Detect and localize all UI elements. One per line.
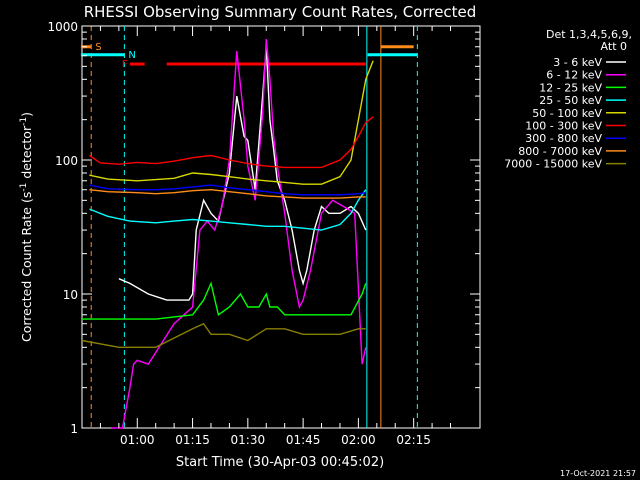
y-axis-label-mid: detector bbox=[19, 125, 34, 183]
plot-area-frame bbox=[81, 25, 481, 429]
x-axis-label: Start Time (30-Apr-03 00:45:02) bbox=[176, 455, 384, 470]
legend-entry-label: 3 - 6 keV bbox=[553, 56, 602, 69]
x-tick-label: 01:15 bbox=[175, 433, 210, 447]
legend-header-line-1: Det 1,3,4,5,6,9, bbox=[546, 28, 632, 41]
series-line bbox=[89, 188, 366, 199]
series-line bbox=[81, 322, 366, 348]
legend-entry-label: 25 - 50 keV bbox=[539, 94, 602, 107]
state-bar-label: F bbox=[122, 59, 128, 70]
legend-entry-label: 100 - 300 keV bbox=[525, 120, 602, 133]
series-line bbox=[111, 38, 367, 429]
y-axis-label: Corrected Count Rate (s-1 detector-1) bbox=[19, 112, 34, 342]
legend-entry-label: 7000 - 15000 keV bbox=[504, 158, 602, 171]
footer-timestamp: 17-Oct-2021 21:57 bbox=[560, 469, 636, 478]
legend-entry-label: 50 - 100 keV bbox=[532, 107, 602, 120]
x-axis-ticks: 01:00 01:15 01:30 01:45 02:00 02:15 bbox=[99, 26, 452, 447]
state-bar-label: N bbox=[128, 50, 135, 61]
series-line bbox=[89, 189, 367, 231]
series-line bbox=[89, 184, 366, 196]
state-bar-label: S bbox=[95, 42, 101, 53]
series-lines bbox=[81, 38, 374, 429]
legend-entry-label: 6 - 12 keV bbox=[546, 69, 602, 82]
x-tick-label: 01:00 bbox=[120, 433, 155, 447]
y-tick-label: 10 bbox=[63, 288, 78, 302]
x-tick-label: 01:45 bbox=[286, 433, 321, 447]
y-axis-label-sup-1: -1 bbox=[19, 183, 29, 192]
series-line bbox=[82, 281, 367, 320]
dashed-vertical-markers bbox=[90, 26, 418, 428]
y-tick-label: 1 bbox=[70, 422, 78, 436]
y-tick-label: 1000 bbox=[47, 20, 78, 34]
legend-header-line-2: Att 0 bbox=[601, 40, 627, 53]
chart-title: RHESSI Observing Summary Count Rates, Co… bbox=[84, 3, 477, 21]
series-line bbox=[118, 46, 367, 301]
series-line bbox=[89, 60, 374, 185]
x-tick-label: 02:00 bbox=[341, 433, 376, 447]
legend-entry-label: 800 - 7000 keV bbox=[518, 145, 602, 158]
x-tick-label: 02:15 bbox=[396, 433, 431, 447]
y-axis-label-main: Corrected Count Rate (s bbox=[19, 192, 34, 342]
y-axis-label-sup-2: -1 bbox=[19, 117, 29, 126]
x-tick-label: 01:30 bbox=[231, 433, 266, 447]
state-bars: S NF bbox=[80, 42, 418, 70]
y-axis-ticks: 1 10 100 1000 bbox=[47, 20, 480, 436]
y-axis-label-end: ) bbox=[19, 112, 34, 117]
series-line bbox=[89, 116, 374, 169]
y-tick-label: 100 bbox=[55, 154, 78, 168]
legend-entry-label: 12 - 25 keV bbox=[539, 81, 602, 94]
legend-entry-label: 300 - 800 keV bbox=[525, 132, 602, 145]
